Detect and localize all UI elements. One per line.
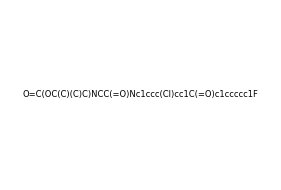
Text: O=C(OC(C)(C)C)NCC(=O)Nc1ccc(Cl)cc1C(=O)c1ccccc1F: O=C(OC(C)(C)C)NCC(=O)Nc1ccc(Cl)cc1C(=O)c…: [22, 90, 259, 100]
